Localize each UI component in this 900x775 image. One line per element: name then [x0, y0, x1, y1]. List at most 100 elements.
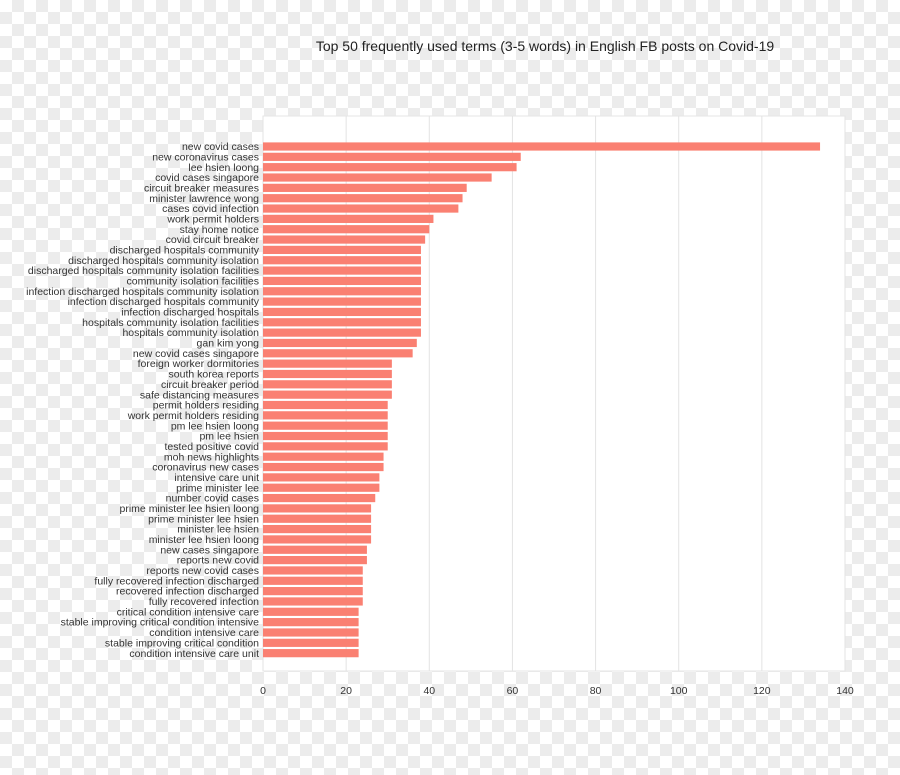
y-category-label: stay home notice: [180, 224, 260, 236]
bar: [263, 566, 363, 575]
bar: [263, 183, 467, 192]
bar: [263, 452, 384, 461]
x-tick-label: 0: [260, 685, 266, 697]
bar: [263, 256, 421, 265]
y-category-label: reports new covid: [177, 555, 259, 567]
y-category-label: tested positive covid: [164, 441, 259, 453]
bar: [263, 524, 372, 534]
x-tick-label: 80: [590, 685, 602, 697]
bar: [263, 297, 421, 306]
y-category-label: stable improving critical condition: [105, 637, 259, 649]
y-category-label: work permit holders: [166, 213, 259, 225]
y-category-label: prime minister lee: [176, 482, 259, 494]
y-category-label: discharged hospitals community isolation: [68, 255, 259, 267]
y-category-label: fully recovered infection: [149, 596, 259, 608]
bar: [263, 287, 421, 296]
y-category-label: critical condition intensive care: [117, 606, 260, 618]
y-category-label: hospitals community isolation facilities: [82, 317, 259, 329]
y-category-label: recovered infection discharged: [116, 586, 259, 598]
bar: [263, 431, 388, 441]
bar: [263, 638, 359, 647]
y-category-label: cases covid infection: [162, 203, 259, 215]
y-category-label: condition intensive care unit: [129, 648, 259, 660]
bar: [263, 473, 380, 482]
y-category-label: pm lee hsien: [199, 431, 259, 443]
y-category-label: covid circuit breaker: [166, 234, 260, 246]
x-tick-label: 60: [507, 685, 519, 697]
bar: [263, 225, 430, 234]
x-tick-label: 40: [423, 685, 435, 697]
y-category-label: coronavirus new cases: [152, 462, 259, 474]
y-category-label: minister lee hsien: [177, 524, 259, 536]
bar: [263, 535, 372, 544]
bar: [263, 245, 421, 254]
y-category-label: covid cases singapore: [155, 172, 259, 184]
y-category-label: intensive care unit: [174, 472, 259, 484]
y-category-label: minister lawrence wong: [149, 193, 259, 205]
bar: [263, 390, 392, 399]
bar: [263, 493, 376, 503]
bar: [263, 163, 517, 172]
y-category-label: circuit breaker period: [161, 379, 259, 391]
bar: [263, 369, 392, 379]
bar: [263, 338, 417, 348]
x-tick-label: 120: [753, 685, 771, 697]
bar: [263, 307, 421, 317]
bar: [263, 411, 388, 420]
bar: [263, 380, 392, 389]
bar: [263, 204, 459, 213]
y-category-label: discharged hospitals community: [110, 245, 260, 257]
bar: [263, 318, 421, 327]
y-category-label: discharged hospitals community isolation…: [28, 265, 259, 277]
y-category-label: number covid cases: [166, 493, 259, 505]
y-category-label: hospitals community isolation: [122, 327, 259, 339]
x-tick-label: 20: [340, 685, 352, 697]
bar: [263, 276, 421, 286]
y-category-label: infection discharged hospitals: [121, 307, 259, 319]
bar: [263, 349, 413, 358]
bar: [263, 607, 359, 616]
y-category-label: moh news highlights: [164, 451, 259, 463]
y-category-label: new covid cases: [182, 141, 259, 153]
bar: [263, 483, 380, 492]
bar: [263, 235, 426, 244]
bar: [263, 142, 821, 151]
bar: [263, 649, 359, 658]
y-category-label: infection discharged hospitals community…: [26, 286, 259, 298]
bar: [263, 152, 521, 161]
bar: [263, 328, 421, 337]
bar: [263, 421, 388, 430]
y-category-label: reports new covid cases: [146, 565, 259, 577]
bar: [263, 597, 363, 606]
y-category-label: circuit breaker measures: [144, 182, 259, 194]
y-category-label: foreign worker dormitories: [138, 358, 259, 370]
bar: [263, 214, 434, 223]
y-category-label: minister lee hsien loong: [149, 534, 259, 546]
y-category-label: prime minister lee hsien loong: [120, 503, 260, 515]
bar: [263, 618, 359, 627]
bar: [263, 266, 421, 275]
y-category-label: condition intensive care: [149, 627, 259, 639]
bar: [263, 359, 392, 368]
y-category-label: new covid cases singapore: [133, 348, 259, 360]
y-category-label: work permit holders residing: [127, 410, 259, 422]
bar: [263, 628, 359, 637]
y-category-label: fully recovered infection discharged: [94, 575, 259, 587]
bar: [263, 462, 384, 472]
y-category-label: gan kim yong: [197, 338, 260, 350]
bar: [263, 173, 492, 182]
bar: [263, 504, 372, 513]
y-category-label: safe distancing measures: [140, 389, 259, 401]
x-tick-label: 140: [836, 685, 854, 697]
y-category-label: community isolation facilities: [127, 276, 259, 288]
y-category-label: pm lee hsien loong: [171, 420, 259, 432]
y-category-label: lee hsien loong: [188, 162, 259, 174]
y-category-label: infection discharged hospitals community: [68, 296, 260, 308]
bar: [263, 194, 463, 203]
bar: [263, 556, 367, 565]
x-tick-label: 100: [670, 685, 688, 697]
chart-title: Top 50 frequently used terms (3-5 words)…: [316, 38, 775, 54]
y-category-label: new coronavirus cases: [152, 151, 259, 163]
